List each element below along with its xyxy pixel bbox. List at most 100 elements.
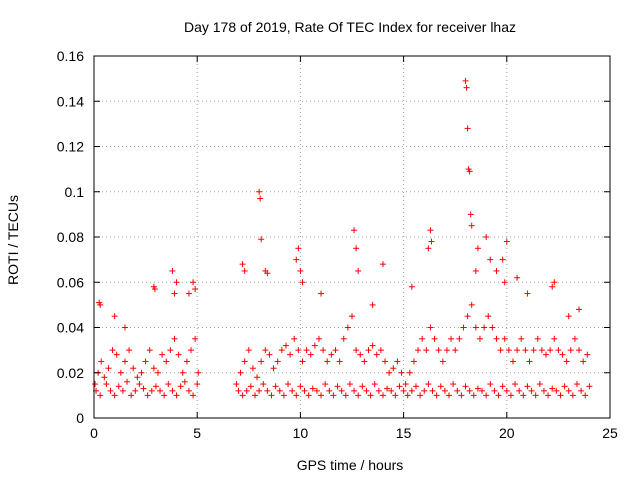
- data-point: [481, 324, 488, 331]
- data-point: [408, 283, 415, 290]
- data-point: [472, 324, 479, 331]
- data-point: [274, 358, 281, 365]
- data-point: [241, 267, 248, 274]
- data-point: [441, 387, 448, 394]
- data-point: [390, 365, 397, 372]
- data-point: [479, 387, 486, 394]
- data-point: [404, 392, 411, 399]
- data-point: [452, 347, 459, 354]
- data-point: [532, 392, 539, 399]
- data-point: [419, 335, 426, 342]
- data-point: [367, 392, 374, 399]
- data-point: [324, 358, 331, 365]
- data-point: [421, 387, 428, 394]
- data-point: [428, 238, 435, 245]
- data-point: [313, 387, 320, 394]
- data-point: [192, 335, 199, 342]
- data-point: [573, 381, 580, 388]
- data-point: [295, 245, 302, 252]
- data-point: [318, 290, 325, 297]
- data-point: [534, 335, 541, 342]
- data-point: [179, 369, 186, 376]
- data-points: [92, 77, 593, 399]
- data-point: [437, 383, 444, 390]
- y-tick-label: 0.08: [57, 229, 84, 245]
- data-point: [400, 387, 407, 394]
- data-point: [270, 365, 277, 372]
- y-tick-label: 0.12: [57, 139, 84, 155]
- data-point: [98, 358, 105, 365]
- data-point: [485, 313, 492, 320]
- data-point: [557, 392, 564, 399]
- data-point: [301, 387, 308, 394]
- data-point: [466, 168, 473, 175]
- data-point: [239, 261, 246, 268]
- data-point: [299, 279, 306, 286]
- data-point: [138, 369, 145, 376]
- data-point: [474, 385, 481, 392]
- data-point: [190, 279, 197, 286]
- data-point: [454, 387, 461, 394]
- data-point: [336, 358, 343, 365]
- data-point: [136, 381, 143, 388]
- plot-frame: [93, 55, 611, 419]
- data-point: [526, 358, 533, 365]
- y-axis-label: ROTI / TECUs: [5, 195, 21, 285]
- data-point: [262, 347, 269, 354]
- data-point: [512, 381, 519, 388]
- data-point: [272, 383, 279, 390]
- data-point: [377, 347, 384, 354]
- data-point: [468, 301, 475, 308]
- data-point: [330, 392, 337, 399]
- data-point: [130, 365, 137, 372]
- data-point: [491, 387, 498, 394]
- data-point: [334, 383, 341, 390]
- data-point: [489, 324, 496, 331]
- data-point: [257, 195, 264, 202]
- data-point: [173, 279, 180, 286]
- data-point: [152, 383, 159, 390]
- data-point: [412, 383, 419, 390]
- data-point: [576, 347, 583, 354]
- data-point: [551, 279, 558, 286]
- data-point: [382, 358, 389, 365]
- data-point: [561, 383, 568, 390]
- data-point: [466, 387, 473, 394]
- data-point: [467, 211, 474, 218]
- data-point: [429, 387, 436, 394]
- data-point: [505, 347, 512, 354]
- data-point: [151, 286, 158, 293]
- data-point: [468, 222, 475, 229]
- data-point: [119, 387, 126, 394]
- data-point: [113, 351, 120, 358]
- data-point: [101, 374, 108, 381]
- data-point: [463, 84, 470, 91]
- y-tick-label: 0.06: [57, 274, 84, 290]
- data-point: [379, 392, 386, 399]
- data-point: [396, 383, 403, 390]
- data-point: [363, 387, 370, 394]
- data-point: [289, 387, 296, 394]
- data-point: [443, 347, 450, 354]
- data-point: [553, 387, 560, 394]
- chart-title: Day 178 of 2019, Rate Of TEC Index for r…: [184, 19, 516, 35]
- data-point: [353, 347, 360, 354]
- data-point: [268, 392, 275, 399]
- y-tick-label: 0.16: [57, 48, 84, 64]
- data-point: [190, 392, 197, 399]
- data-point: [326, 387, 333, 394]
- data-point: [578, 387, 585, 394]
- data-point: [328, 351, 335, 358]
- data-point: [140, 385, 147, 392]
- data-point: [295, 347, 302, 354]
- data-point: [282, 342, 289, 349]
- data-point: [462, 383, 469, 390]
- data-point: [169, 267, 176, 274]
- data-point: [241, 358, 248, 365]
- data-point: [297, 383, 304, 390]
- data-point: [245, 347, 252, 354]
- data-point: [470, 392, 477, 399]
- data-point: [157, 387, 164, 394]
- data-point: [446, 392, 453, 399]
